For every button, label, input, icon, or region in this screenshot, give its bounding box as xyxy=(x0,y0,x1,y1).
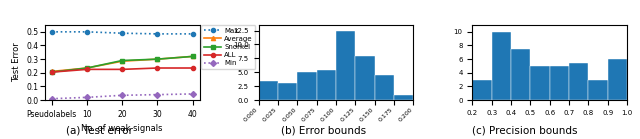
Bar xyxy=(375,75,394,100)
Line: Min: Min xyxy=(50,92,195,101)
Bar xyxy=(550,66,569,100)
Bar xyxy=(588,80,608,100)
ALL xyxy=(154,67,161,69)
Bar xyxy=(531,66,550,100)
Line: Snorkel: Snorkel xyxy=(50,54,195,74)
Average xyxy=(48,71,56,72)
X-axis label: No. of weak signals: No. of weak signals xyxy=(81,124,163,133)
ALL xyxy=(189,67,196,69)
Snorkel xyxy=(154,58,161,60)
Bar xyxy=(297,72,317,100)
Y-axis label: Test Error: Test Error xyxy=(12,43,21,82)
Max xyxy=(154,33,161,35)
Bar xyxy=(355,56,375,100)
Bar xyxy=(336,31,355,100)
Min xyxy=(118,95,126,96)
Bar xyxy=(472,80,492,100)
Line: Max: Max xyxy=(50,30,195,36)
ALL xyxy=(83,69,91,70)
Legend: Max, Average, Snorkel, ALL, Min: Max, Average, Snorkel, ALL, Min xyxy=(201,25,255,69)
Text: (b) Error bounds: (b) Error bounds xyxy=(280,125,366,135)
Text: (a) Test error: (a) Test error xyxy=(66,125,132,135)
Bar xyxy=(608,59,627,100)
Bar xyxy=(278,83,297,100)
Snorkel xyxy=(118,60,126,61)
Text: (c) Precision bounds: (c) Precision bounds xyxy=(472,125,577,135)
Average xyxy=(83,67,91,69)
Snorkel xyxy=(48,71,56,73)
Bar xyxy=(511,49,531,100)
Line: ALL: ALL xyxy=(50,66,195,74)
Min xyxy=(48,98,56,100)
Bar xyxy=(569,63,588,100)
Max xyxy=(189,33,196,35)
Min xyxy=(154,94,161,95)
Max xyxy=(118,32,126,34)
Line: Average: Average xyxy=(50,54,195,74)
Snorkel xyxy=(189,56,196,57)
Average xyxy=(118,60,126,62)
Snorkel xyxy=(83,67,91,69)
ALL xyxy=(118,69,126,70)
Min xyxy=(83,96,91,98)
Average xyxy=(189,56,196,57)
Min xyxy=(189,93,196,95)
Bar xyxy=(492,32,511,100)
Bar xyxy=(317,70,336,100)
Bar xyxy=(259,81,278,100)
ALL xyxy=(48,71,56,73)
Max xyxy=(48,31,56,33)
Bar xyxy=(394,95,413,100)
Average xyxy=(154,58,161,60)
Max xyxy=(83,31,91,33)
